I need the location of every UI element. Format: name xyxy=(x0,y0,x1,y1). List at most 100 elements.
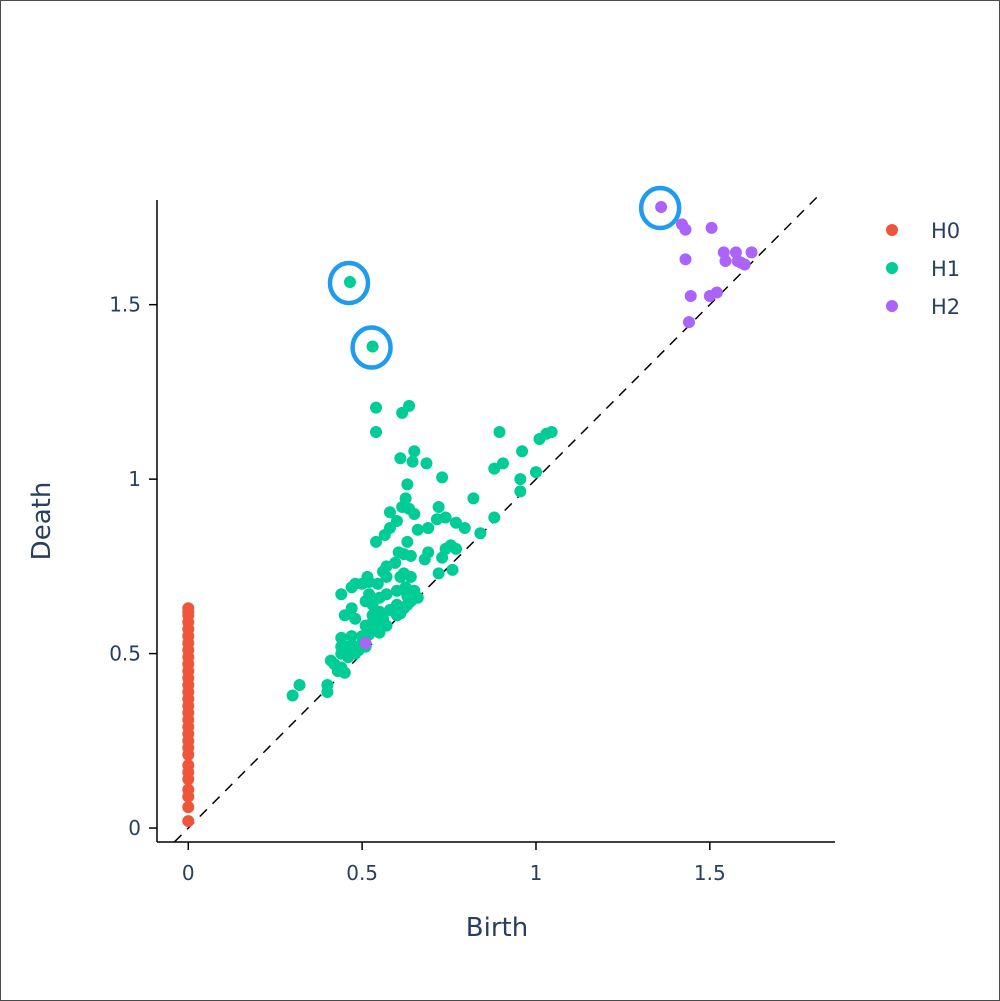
point-h1[interactable] xyxy=(359,595,372,608)
point-h2[interactable] xyxy=(719,255,732,268)
point-h1[interactable] xyxy=(406,455,419,468)
y-axis-title: Death xyxy=(27,482,57,561)
highlight-ring xyxy=(350,325,393,370)
point-h1[interactable] xyxy=(338,609,351,622)
point-h1[interactable] xyxy=(446,563,459,576)
x-tick-label: 0 xyxy=(182,861,195,885)
point-h1[interactable] xyxy=(380,588,393,601)
series-h0 xyxy=(182,602,195,828)
point-h1[interactable] xyxy=(335,588,348,601)
point-h1[interactable] xyxy=(439,511,452,524)
point-h1[interactable] xyxy=(411,523,424,536)
point-h1[interactable] xyxy=(404,570,417,583)
point-h1[interactable] xyxy=(516,445,529,458)
x-tick-label: 1.5 xyxy=(694,861,726,885)
point-h1[interactable] xyxy=(514,485,527,498)
point-h1[interactable] xyxy=(474,527,487,540)
point-h1[interactable] xyxy=(408,445,421,458)
point-h1[interactable] xyxy=(488,511,501,524)
point-h1[interactable] xyxy=(370,535,383,548)
point-h1[interactable] xyxy=(335,631,348,644)
point-h2[interactable] xyxy=(682,316,695,329)
point-h1[interactable] xyxy=(436,551,449,564)
point-h1[interactable] xyxy=(422,521,435,534)
point-h1[interactable] xyxy=(418,553,431,566)
point-h1[interactable] xyxy=(432,501,445,514)
point-h1[interactable] xyxy=(488,462,501,475)
legend-item-h2[interactable]: H2 xyxy=(886,295,960,319)
point-h1[interactable] xyxy=(450,542,463,555)
point-h1[interactable] xyxy=(356,577,369,590)
point-h2[interactable] xyxy=(679,223,692,236)
point-h1[interactable] xyxy=(345,581,358,594)
point-h1[interactable] xyxy=(383,506,396,519)
legend-marker xyxy=(886,224,898,236)
point-h1[interactable] xyxy=(366,340,379,353)
data-points xyxy=(182,200,758,828)
y-tick-label: 0.5 xyxy=(109,642,141,666)
point-h1[interactable] xyxy=(401,478,414,491)
legend-label: H1 xyxy=(931,257,960,281)
legend-label: H0 xyxy=(931,219,960,243)
point-h1[interactable] xyxy=(378,528,391,541)
point-h1[interactable] xyxy=(496,457,509,470)
point-h1[interactable] xyxy=(493,426,506,439)
point-h2[interactable] xyxy=(359,637,372,650)
point-h1[interactable] xyxy=(390,609,403,622)
point-h1[interactable] xyxy=(529,466,542,479)
series-h1 xyxy=(286,275,558,702)
point-h1[interactable] xyxy=(467,492,480,505)
y-tick-label: 0 xyxy=(128,816,141,840)
point-h1[interactable] xyxy=(408,508,421,521)
series-h2 xyxy=(359,200,758,650)
point-h1[interactable] xyxy=(373,616,386,629)
legend[interactable]: H0 H1 H2 xyxy=(886,219,960,319)
legend-marker xyxy=(886,262,898,274)
point-h1[interactable] xyxy=(286,689,299,702)
legend-label: H2 xyxy=(931,295,960,319)
point-h1[interactable] xyxy=(420,457,433,470)
point-h2[interactable] xyxy=(738,258,751,271)
x-ticks: 0 0.5 1 1.5 xyxy=(182,842,726,885)
point-h0[interactable] xyxy=(182,602,195,615)
point-h1[interactable] xyxy=(401,535,414,548)
point-h1[interactable] xyxy=(371,577,384,590)
point-h1[interactable] xyxy=(338,666,351,679)
legend-marker xyxy=(886,300,898,312)
legend-item-h1[interactable]: H1 xyxy=(886,257,960,281)
point-h1[interactable] xyxy=(394,452,407,465)
point-h1[interactable] xyxy=(432,567,445,580)
point-h2[interactable] xyxy=(745,246,758,259)
point-h1[interactable] xyxy=(410,591,423,604)
point-h2[interactable] xyxy=(684,289,697,302)
point-h2[interactable] xyxy=(705,221,718,234)
point-h1[interactable] xyxy=(458,521,471,534)
point-h0[interactable] xyxy=(182,801,195,814)
point-h0[interactable] xyxy=(182,783,195,796)
y-tick-label: 1.5 xyxy=(109,293,141,317)
point-h0[interactable] xyxy=(182,759,195,772)
y-tick-label: 1 xyxy=(128,467,141,491)
point-h2[interactable] xyxy=(679,253,692,266)
legend-item-h0[interactable]: H0 xyxy=(886,219,960,243)
point-h1[interactable] xyxy=(403,399,416,412)
point-h1[interactable] xyxy=(324,654,337,667)
point-h1[interactable] xyxy=(293,678,306,691)
point-h1[interactable] xyxy=(345,630,358,643)
point-h1[interactable] xyxy=(450,516,463,529)
point-h1[interactable] xyxy=(349,612,362,625)
point-h1[interactable] xyxy=(321,685,334,698)
point-h1[interactable] xyxy=(404,549,417,562)
point-h1[interactable] xyxy=(370,401,383,414)
point-h2[interactable] xyxy=(655,200,668,213)
point-h1[interactable] xyxy=(533,433,546,446)
point-h1[interactable] xyxy=(370,426,383,439)
point-h1[interactable] xyxy=(514,473,527,486)
point-h1[interactable] xyxy=(343,275,356,288)
point-h0[interactable] xyxy=(182,815,195,828)
point-h1[interactable] xyxy=(436,471,449,484)
point-h2[interactable] xyxy=(710,286,723,299)
point-h1[interactable] xyxy=(380,570,393,583)
